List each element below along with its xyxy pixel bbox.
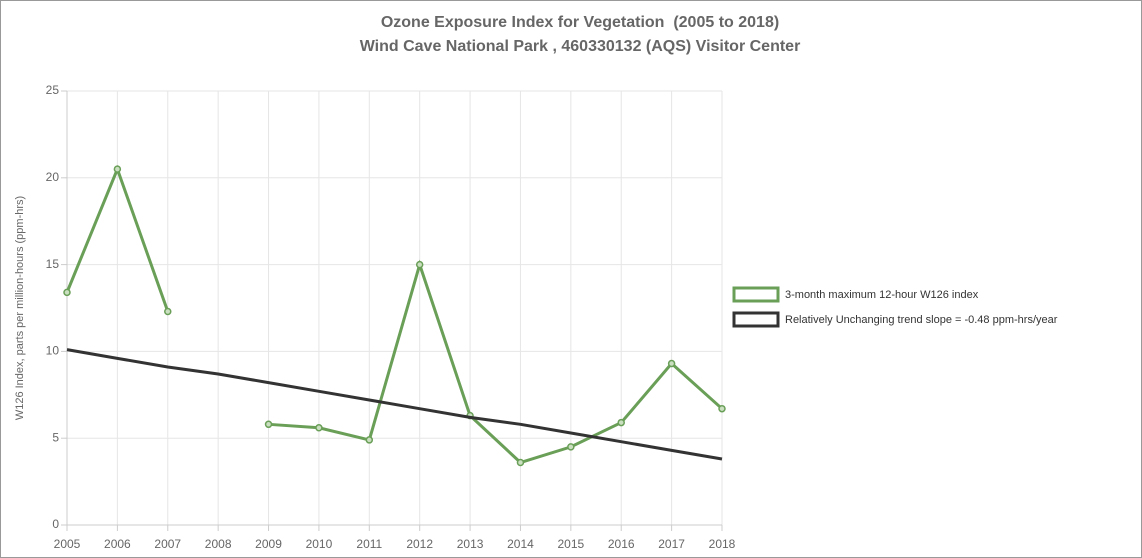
point [164,307,172,316]
x-tick-label: 2012 [406,537,433,551]
y-axis-label: W126 Index, parts per million-hours (ppm… [14,196,26,420]
y-tick-label: 15 [46,257,60,271]
point [667,359,676,368]
x-tick-label: 2015 [557,537,584,551]
x-tick-label: 2014 [507,537,534,551]
legend-label: 3-month maximum 12-hour W126 index [785,289,979,301]
x-tick-label: 2005 [54,537,81,551]
x-tick-label: 2006 [104,537,131,551]
y-tick-label: 20 [46,170,60,184]
point [315,424,323,432]
point [567,443,575,451]
x-tick-label: 2008 [205,537,232,551]
x-tick-label: 2018 [709,537,736,551]
x-tick-label: 2011 [356,537,382,551]
point [264,420,273,429]
point [113,165,122,173]
series-line [66,348,723,461]
x-tick-label: 2009 [255,537,282,551]
x-tick-label: 2013 [457,537,484,551]
chart-title: Ozone Exposure Index for Vegetation (200… [381,14,779,31]
legend-swatch [732,311,780,328]
legend-label: Relatively Unchanging trend slope = -0.4… [785,314,1058,326]
point [617,418,625,427]
x-tick-label: 2017 [658,537,685,551]
point [718,404,726,413]
legend-swatch [732,286,780,303]
point [415,260,424,269]
y-tick-label: 0 [52,517,59,531]
y-tick-label: 10 [46,344,60,358]
chart-subtitle: Wind Cave National Park , 460330132 (AQS… [360,38,801,55]
y-tick-label: 5 [52,430,59,444]
x-tick-label: 2007 [154,537,181,551]
x-tick-label: 2010 [306,537,333,551]
point [365,436,374,444]
point [63,288,71,297]
y-tick-label: 25 [46,83,60,97]
x-tick-label: 2016 [608,537,635,551]
point [516,458,525,467]
